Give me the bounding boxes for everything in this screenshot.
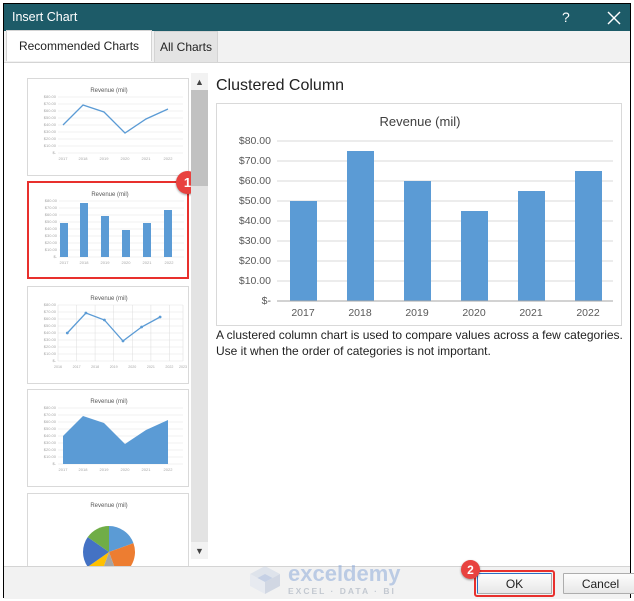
svg-text:2021: 2021: [143, 260, 153, 265]
svg-text:$-: $-: [262, 295, 272, 307]
svg-text:2018: 2018: [348, 307, 372, 319]
svg-text:$60.00: $60.00: [44, 316, 57, 321]
svg-text:2020: 2020: [462, 307, 486, 319]
svg-text:$10.00: $10.00: [45, 247, 58, 252]
svg-text:2020: 2020: [122, 260, 132, 265]
svg-text:$70.00: $70.00: [44, 412, 57, 417]
svg-text:$40.00: $40.00: [44, 433, 57, 438]
svg-text:$-: $-: [52, 461, 56, 466]
svg-text:2019: 2019: [110, 365, 118, 369]
svg-text:$40.00: $40.00: [239, 215, 271, 227]
svg-text:$-: $-: [53, 254, 57, 259]
svg-text:$20.00: $20.00: [44, 447, 57, 452]
svg-text:$40.00: $40.00: [44, 122, 57, 127]
svg-text:$-: $-: [52, 358, 56, 363]
svg-text:$30.00: $30.00: [44, 337, 57, 342]
svg-text:$30.00: $30.00: [44, 440, 57, 445]
svg-text:2019: 2019: [100, 467, 110, 472]
svg-text:$40.00: $40.00: [44, 330, 57, 335]
svg-text:2018: 2018: [80, 260, 90, 265]
svg-text:$50.00: $50.00: [44, 426, 57, 431]
svg-text:2023: 2023: [179, 365, 187, 369]
svg-text:2017: 2017: [291, 307, 315, 319]
svg-text:$30.00: $30.00: [239, 235, 271, 247]
svg-text:2016: 2016: [54, 365, 62, 369]
svg-text:$60.00: $60.00: [44, 108, 57, 113]
svg-text:2021: 2021: [147, 365, 155, 369]
svg-text:2022: 2022: [164, 156, 174, 161]
svg-text:Revenue (mil): Revenue (mil): [380, 114, 461, 129]
svg-text:$10.00: $10.00: [239, 275, 271, 287]
svg-text:$80.00: $80.00: [45, 198, 58, 203]
svg-text:Revenue (mil): Revenue (mil): [90, 296, 127, 302]
svg-text:2019: 2019: [101, 260, 111, 265]
svg-text:$70.00: $70.00: [44, 101, 57, 106]
svg-text:$-: $-: [52, 150, 56, 155]
svg-text:$20.00: $20.00: [45, 240, 58, 245]
svg-text:2021: 2021: [142, 467, 152, 472]
svg-text:$80.00: $80.00: [44, 302, 57, 307]
svg-text:2021: 2021: [519, 307, 543, 319]
svg-text:$30.00: $30.00: [44, 129, 57, 134]
svg-text:$80.00: $80.00: [44, 405, 57, 410]
svg-text:Revenue (mil): Revenue (mil): [90, 399, 127, 405]
svg-text:2018: 2018: [79, 467, 89, 472]
svg-text:$50.00: $50.00: [44, 323, 57, 328]
svg-text:$50.00: $50.00: [239, 195, 271, 207]
svg-text:2022: 2022: [165, 365, 173, 369]
svg-text:2020: 2020: [128, 365, 136, 369]
svg-text:$80.00: $80.00: [44, 94, 57, 99]
svg-text:$10.00: $10.00: [44, 351, 57, 356]
svg-text:$30.00: $30.00: [45, 233, 58, 238]
svg-text:$70.00: $70.00: [45, 205, 58, 210]
svg-text:$50.00: $50.00: [45, 219, 58, 224]
svg-text:$60.00: $60.00: [45, 212, 58, 217]
svg-text:$20.00: $20.00: [239, 255, 271, 267]
svg-text:$60.00: $60.00: [239, 175, 271, 187]
svg-text:2017: 2017: [60, 260, 70, 265]
svg-text:2022: 2022: [165, 260, 175, 265]
svg-text:2017: 2017: [73, 365, 81, 369]
svg-text:$20.00: $20.00: [44, 344, 57, 349]
svg-text:2018: 2018: [79, 156, 89, 161]
svg-text:$40.00: $40.00: [45, 226, 58, 231]
svg-text:$70.00: $70.00: [44, 309, 57, 314]
svg-text:$10.00: $10.00: [44, 454, 57, 459]
svg-text:$80.00: $80.00: [239, 135, 271, 147]
svg-text:2017: 2017: [59, 467, 69, 472]
svg-text:2017: 2017: [59, 156, 69, 161]
svg-text:Revenue (mil): Revenue (mil): [90, 503, 127, 509]
svg-text:2019: 2019: [100, 156, 110, 161]
svg-text:Revenue (mil): Revenue (mil): [90, 88, 127, 94]
svg-text:$70.00: $70.00: [239, 155, 271, 167]
svg-text:2018: 2018: [91, 365, 99, 369]
svg-text:$20.00: $20.00: [44, 136, 57, 141]
svg-text:2019: 2019: [405, 307, 429, 319]
svg-text:$60.00: $60.00: [44, 419, 57, 424]
svg-text:2022: 2022: [164, 467, 174, 472]
svg-text:Revenue (mil): Revenue (mil): [91, 192, 128, 198]
svg-text:2020: 2020: [121, 156, 131, 161]
svg-text:2020: 2020: [121, 467, 131, 472]
svg-text:$10.00: $10.00: [44, 143, 57, 148]
svg-text:2021: 2021: [142, 156, 152, 161]
svg-text:2022: 2022: [576, 307, 600, 319]
svg-text:$50.00: $50.00: [44, 115, 57, 120]
